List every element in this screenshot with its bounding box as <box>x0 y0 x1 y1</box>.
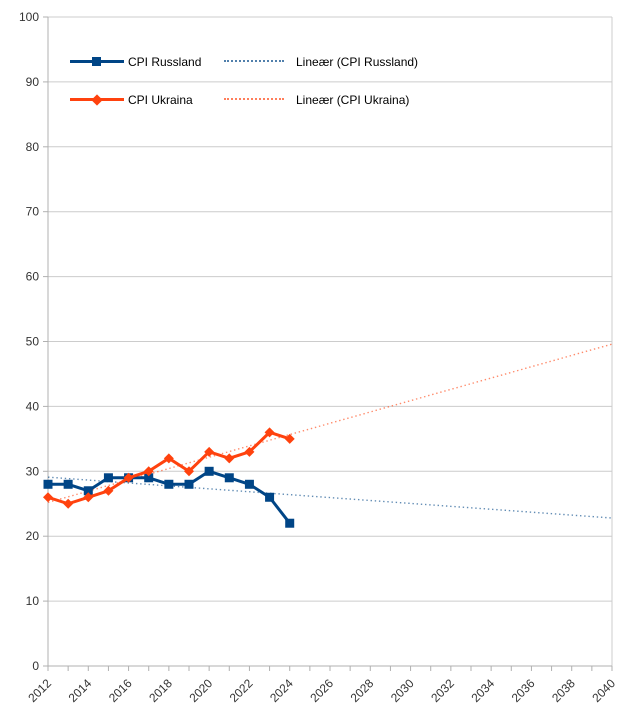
data-point-marker <box>43 479 53 489</box>
y-tick-label: 0 <box>32 659 39 673</box>
x-tick-label: 2014 <box>66 676 95 705</box>
x-tick-label: 2028 <box>348 676 377 705</box>
data-point-marker <box>184 466 194 477</box>
x-tick-label: 2030 <box>388 676 417 705</box>
data-point-marker <box>63 479 73 489</box>
data-point-marker <box>83 492 94 503</box>
x-tick-label: 2018 <box>146 676 175 705</box>
x-tick-label: 2034 <box>468 676 497 705</box>
data-point-marker <box>265 492 275 502</box>
data-point-marker <box>264 427 275 438</box>
x-tick-label: 2016 <box>106 676 135 705</box>
data-point-marker <box>43 492 53 503</box>
y-tick-label: 60 <box>26 270 40 284</box>
trendline-russland <box>47 476 613 519</box>
x-tick-label: 2036 <box>509 676 538 705</box>
series-cpi-ukraina <box>43 427 295 509</box>
y-tick-label: 20 <box>26 529 40 543</box>
data-point-marker <box>103 473 113 483</box>
x-tick-label: 2026 <box>307 676 336 705</box>
x-tick-label: 2038 <box>549 676 578 705</box>
data-point-marker <box>163 453 174 464</box>
y-tick-label: 90 <box>26 75 40 89</box>
y-tick-label: 80 <box>26 140 40 154</box>
legend-label-linear-ukraina: Lineær (CPI Ukraina) <box>296 93 410 107</box>
data-point-marker <box>164 479 174 489</box>
x-tick-label: 2012 <box>25 676 54 705</box>
y-axis-labels: 0 10 20 30 40 50 60 70 80 90 100 <box>19 10 39 673</box>
legend-dotted-sample-russland <box>224 60 284 62</box>
data-point-marker <box>83 486 93 496</box>
data-point-marker <box>284 433 295 444</box>
y-tick-label: 40 <box>26 399 40 413</box>
data-point-marker <box>103 485 114 496</box>
legend-row-ukraina: CPI Ukraina Lineær (CPI Ukraina) <box>0 88 480 112</box>
y-tick-label: 70 <box>26 205 40 219</box>
x-tick-label: 2020 <box>186 676 215 705</box>
data-point-marker <box>244 446 255 457</box>
data-point-marker <box>204 446 215 457</box>
y-tick-label: 30 <box>26 464 40 478</box>
legend-label-linear-russland: Lineær (CPI Russland) <box>296 55 419 69</box>
y-tick-label: 50 <box>26 335 40 349</box>
legend-label-cpi-russland: CPI Russland <box>128 55 202 69</box>
x-tick-label: 2022 <box>227 676 256 705</box>
data-point-marker <box>143 466 154 477</box>
data-point-marker <box>63 498 74 509</box>
x-tick-label: 2040 <box>589 676 618 705</box>
data-point-marker <box>244 479 254 489</box>
gridlines <box>48 16 613 667</box>
legend-diamond-marker-icon <box>91 94 103 106</box>
trendline-ukraina <box>47 343 613 504</box>
legend-square-marker-icon <box>92 57 101 66</box>
y-tick-label: 10 <box>26 594 40 608</box>
data-point-marker <box>285 518 295 528</box>
data-point-marker <box>123 472 134 483</box>
data-point-marker <box>224 473 234 483</box>
data-point-marker <box>144 473 154 483</box>
legend-row-russland: CPI Russland Lineær (CPI Russland) <box>0 50 480 74</box>
legend-dotted-sample-ukraina <box>224 98 284 100</box>
x-tick-label: 2024 <box>267 676 296 705</box>
data-point-marker <box>204 466 214 476</box>
y-tick-label: 100 <box>19 10 39 24</box>
data-point-marker <box>184 479 194 489</box>
data-point-marker <box>224 453 235 464</box>
axis-ticks <box>43 16 613 671</box>
series-cpi-russland <box>43 466 295 528</box>
x-tick-label: 2032 <box>428 676 457 705</box>
legend-label-cpi-ukraina: CPI Ukraina <box>128 93 193 107</box>
x-axis-labels: 2012 2014 2016 2018 2020 2022 2024 2026 2028 2030… <box>25 676 618 705</box>
